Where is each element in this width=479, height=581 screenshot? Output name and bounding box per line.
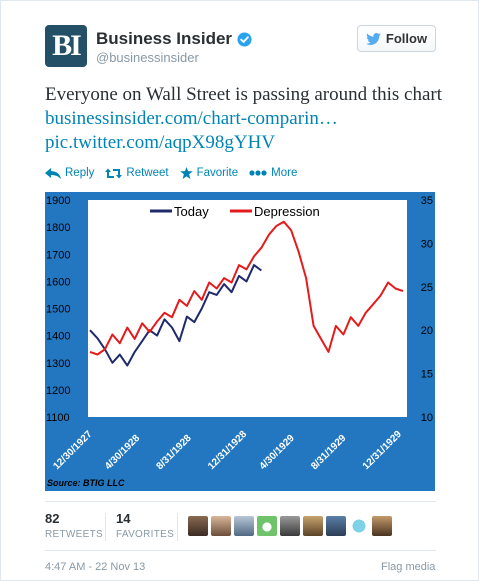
stat-separator: [177, 513, 178, 541]
verified-badge-icon: [237, 31, 252, 47]
chart-svg: 1100 1200 1300 1400 1500 1600 1700 1800 1900 10 15…: [45, 192, 435, 491]
user-avatar[interactable]: [234, 516, 254, 536]
avatar[interactable]: BI: [45, 25, 87, 67]
chart-image[interactable]: 1100 1200 1300 1400 1500 1600 1700 1800 1900 10 15…: [45, 192, 435, 491]
retweets-count: 82: [45, 511, 60, 526]
right-axis-tick-label: 15: [421, 369, 433, 381]
favorites-count: 14: [116, 511, 131, 526]
more-label: More: [271, 167, 298, 179]
retweet-icon: [105, 168, 123, 178]
timestamp[interactable]: 4:47 AM - 22 Nov 13: [45, 561, 146, 573]
divider: [45, 550, 436, 551]
more-button[interactable]: More: [249, 167, 297, 179]
account-handle[interactable]: @businessinsider: [96, 50, 199, 65]
reply-button[interactable]: Reply: [45, 167, 94, 179]
left-axis-tick-label: 1700: [46, 249, 70, 261]
left-axis-tick-label: 1100: [46, 412, 70, 424]
left-axis-tick-label: 1900: [46, 195, 70, 207]
favorites-stat[interactable]: 14 FAVORITES: [116, 511, 174, 540]
user-avatar[interactable]: [280, 516, 300, 536]
pic-link[interactable]: pic.twitter.com/aqpX98gYHV: [45, 132, 276, 153]
account-name[interactable]: Business Insider: [96, 29, 233, 48]
reply-icon: [45, 167, 61, 179]
retweets-label: RETWEETS: [45, 529, 103, 540]
right-axis-tick-label: 30: [421, 238, 433, 250]
more-icon: [249, 170, 267, 176]
retweet-label: Retweet: [126, 167, 169, 179]
series-line-depression: [89, 220, 404, 356]
legend-label: Depression: [254, 204, 320, 219]
chart-source: Source: BTIG LLC: [47, 478, 125, 488]
favorite-label: Favorite: [196, 167, 239, 179]
plot-area: [88, 200, 407, 417]
left-axis-tick-label: 1200: [46, 385, 70, 397]
tweet-body: Everyone on Wall Street is passing aroun…: [45, 84, 443, 105]
user-avatar[interactable]: [372, 516, 392, 536]
left-axis-tick-label: 1400: [46, 331, 70, 343]
retweet-button[interactable]: Retweet: [105, 167, 169, 179]
legend-label: Today: [174, 204, 209, 219]
user-avatar[interactable]: [303, 516, 323, 536]
user-avatar[interactable]: [326, 516, 346, 536]
series-line-today: [89, 264, 262, 367]
article-link[interactable]: businessinsider.com/chart-comparin…: [45, 108, 338, 129]
star-icon: [179, 167, 193, 179]
flag-media-link[interactable]: Flag media: [381, 561, 436, 573]
tweet-text: Everyone on Wall Street is passing aroun…: [45, 83, 445, 155]
user-avatar[interactable]: [188, 516, 208, 536]
reply-label: Reply: [65, 167, 95, 179]
account-name-row: Business Insider: [96, 29, 252, 49]
left-axis-tick-label: 1800: [46, 222, 70, 234]
divider: [45, 501, 436, 502]
right-axis-tick-label: 10: [421, 412, 433, 424]
favoriter-avatars: [188, 516, 395, 536]
right-axis-tick-label: 35: [421, 195, 433, 207]
user-avatar[interactable]: [349, 516, 369, 536]
stat-separator: [105, 513, 106, 541]
user-avatar[interactable]: [211, 516, 231, 536]
follow-button[interactable]: Follow: [357, 25, 436, 52]
favorite-button[interactable]: Favorite: [179, 167, 239, 179]
left-axis-tick-label: 1500: [46, 304, 70, 316]
left-axis-tick-label: 1300: [46, 358, 70, 370]
favorites-label: FAVORITES: [116, 529, 175, 540]
right-axis-tick-label: 25: [421, 282, 433, 294]
user-avatar[interactable]: [257, 516, 277, 536]
bird-icon: [366, 32, 381, 45]
right-axis-tick-label: 20: [421, 325, 433, 337]
tweet-actions: Reply Retweet Favorite More: [45, 167, 308, 179]
follow-label: Follow: [385, 31, 428, 46]
retweets-stat[interactable]: 82 RETWEETS: [45, 511, 103, 540]
left-axis-tick-label: 1600: [46, 276, 70, 288]
